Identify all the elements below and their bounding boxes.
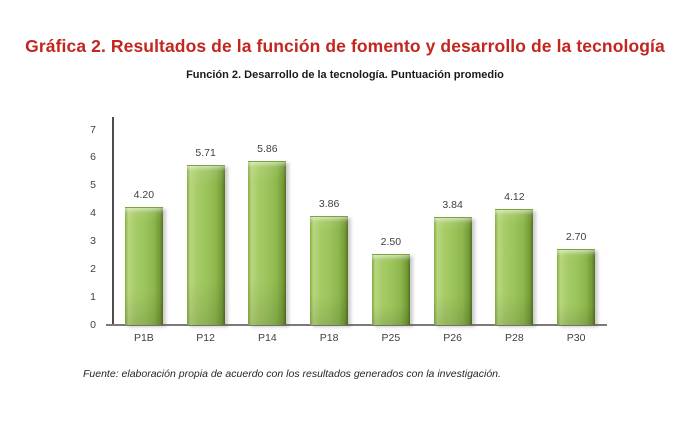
x-tick-label: P14 — [258, 332, 277, 344]
bar-slot: 2.70 — [545, 118, 607, 326]
bar — [186, 164, 225, 326]
bar — [248, 160, 287, 326]
bar-value-label: 5.71 — [195, 146, 216, 159]
y-tick-label: 1 — [90, 290, 96, 303]
x-tick-label: P30 — [566, 332, 586, 344]
bar-value-label: 4.12 — [504, 191, 525, 204]
bar — [124, 207, 163, 325]
x-tick-label: P26 — [443, 332, 462, 344]
x-axis-tick-labels: P1B P12 P14 P18 P25 P26 P28 P30 — [113, 332, 607, 344]
bar-slot: 5.71 — [175, 118, 237, 326]
plot-area: 4.20 5.71 5.86 3.86 2.50 3.84 4.12 2.70 — [113, 118, 607, 326]
y-tick-label: 2 — [90, 262, 96, 275]
bar-value-label: 2.50 — [380, 236, 402, 249]
bar-value-label: 3.86 — [318, 198, 340, 211]
bar-value-label: 2.70 — [565, 230, 587, 243]
y-tick-label: 4 — [90, 207, 96, 220]
x-tick-label: P18 — [319, 332, 339, 344]
y-tick-label: 3 — [90, 234, 96, 247]
source-note: Fuente: elaboración propia de acuerdo co… — [83, 368, 501, 380]
bar-slot: 5.86 — [237, 118, 299, 326]
x-tick-label: P25 — [381, 332, 401, 344]
bar — [310, 216, 349, 325]
y-tick-label: 5 — [90, 179, 96, 192]
bar — [371, 254, 410, 325]
bar-slot: 4.12 — [484, 118, 546, 325]
y-tick-label: 7 — [90, 123, 96, 136]
bar-value-label: 4.20 — [133, 189, 155, 201]
x-tick-label: P12 — [196, 332, 215, 344]
bar — [495, 209, 534, 325]
bar — [433, 217, 472, 325]
bar-slot: 2.50 — [360, 118, 422, 325]
x-tick-label: P1B — [133, 332, 154, 344]
y-tick-label: 6 — [90, 151, 96, 164]
bar — [557, 248, 596, 326]
bar-slot: 4.20 — [113, 118, 175, 325]
y-axis-tick-labels: 0 1 2 3 4 5 6 7 — [58, 118, 96, 331]
x-axis-baseline — [106, 324, 607, 326]
bar-value-label: 5.86 — [257, 142, 278, 155]
chart-title: Gráfica 2. Resultados de la función de f… — [25, 36, 665, 56]
y-axis-line — [112, 117, 114, 325]
y-tick-label: 0 — [90, 318, 96, 331]
x-tick-label: P28 — [505, 332, 524, 344]
bar-slot: 3.86 — [298, 118, 360, 325]
chart-subtitle: Función 2. Desarrollo de la tecnología. … — [186, 69, 504, 81]
bar-slot: 3.84 — [422, 118, 484, 325]
bar-value-label: 3.84 — [442, 199, 463, 212]
